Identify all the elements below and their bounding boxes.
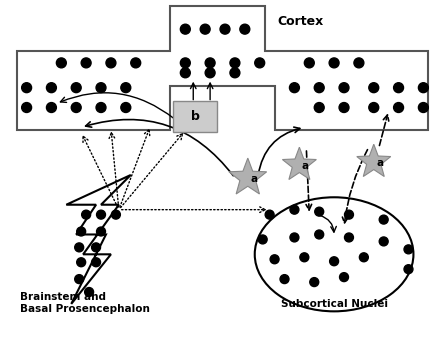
- Circle shape: [75, 243, 84, 252]
- Circle shape: [314, 83, 324, 93]
- Circle shape: [265, 210, 274, 219]
- Circle shape: [270, 255, 279, 264]
- Circle shape: [345, 210, 353, 219]
- Circle shape: [314, 103, 324, 113]
- Circle shape: [289, 83, 299, 93]
- Polygon shape: [282, 147, 316, 179]
- Circle shape: [329, 58, 339, 68]
- Circle shape: [56, 58, 66, 68]
- Circle shape: [304, 58, 314, 68]
- Circle shape: [240, 24, 250, 34]
- Circle shape: [91, 243, 100, 252]
- Circle shape: [418, 83, 428, 93]
- Circle shape: [91, 258, 100, 267]
- Text: Subcortical Nuclei: Subcortical Nuclei: [280, 299, 388, 309]
- Circle shape: [181, 68, 190, 78]
- Polygon shape: [66, 175, 131, 304]
- Circle shape: [97, 227, 105, 236]
- Circle shape: [255, 58, 265, 68]
- Circle shape: [96, 83, 106, 93]
- Ellipse shape: [255, 197, 414, 311]
- Circle shape: [290, 233, 299, 242]
- Circle shape: [394, 83, 404, 93]
- Circle shape: [106, 58, 116, 68]
- Circle shape: [369, 103, 379, 113]
- Circle shape: [112, 210, 121, 219]
- Circle shape: [359, 253, 368, 262]
- Circle shape: [181, 24, 190, 34]
- Polygon shape: [17, 6, 428, 130]
- Circle shape: [339, 103, 349, 113]
- Circle shape: [131, 58, 141, 68]
- Circle shape: [379, 237, 388, 246]
- Circle shape: [418, 103, 428, 113]
- Circle shape: [22, 103, 31, 113]
- Circle shape: [340, 273, 349, 282]
- Circle shape: [81, 58, 91, 68]
- Circle shape: [75, 275, 84, 284]
- Text: a: a: [302, 161, 309, 171]
- Circle shape: [200, 24, 210, 34]
- Circle shape: [205, 68, 215, 78]
- Circle shape: [369, 83, 379, 93]
- Circle shape: [339, 83, 349, 93]
- Circle shape: [47, 83, 56, 93]
- FancyBboxPatch shape: [173, 101, 217, 132]
- Text: Brainstem and
Basal Prosencephalon: Brainstem and Basal Prosencephalon: [20, 292, 150, 314]
- Circle shape: [85, 287, 94, 296]
- Circle shape: [379, 215, 388, 224]
- Circle shape: [310, 278, 319, 286]
- Circle shape: [345, 233, 353, 242]
- Circle shape: [121, 83, 131, 93]
- Circle shape: [280, 275, 289, 284]
- Circle shape: [97, 210, 105, 219]
- Circle shape: [230, 58, 240, 68]
- Circle shape: [121, 103, 131, 113]
- Text: a: a: [376, 158, 383, 168]
- Circle shape: [404, 245, 413, 254]
- Circle shape: [77, 258, 86, 267]
- Circle shape: [354, 58, 364, 68]
- Circle shape: [230, 68, 240, 78]
- Circle shape: [71, 83, 81, 93]
- Circle shape: [47, 103, 56, 113]
- Circle shape: [82, 210, 90, 219]
- Circle shape: [315, 230, 324, 239]
- Circle shape: [290, 205, 299, 214]
- Circle shape: [394, 103, 404, 113]
- Circle shape: [205, 58, 215, 68]
- Circle shape: [220, 24, 230, 34]
- Circle shape: [71, 103, 81, 113]
- Circle shape: [258, 235, 267, 244]
- Circle shape: [315, 207, 324, 216]
- Polygon shape: [357, 144, 391, 177]
- Text: b: b: [191, 110, 200, 123]
- Circle shape: [404, 265, 413, 274]
- Polygon shape: [229, 158, 267, 194]
- Circle shape: [22, 83, 31, 93]
- Circle shape: [300, 253, 309, 262]
- Circle shape: [181, 58, 190, 68]
- Text: a: a: [250, 174, 257, 184]
- Circle shape: [77, 227, 86, 236]
- Circle shape: [96, 103, 106, 113]
- Text: Cortex: Cortex: [278, 15, 324, 28]
- Circle shape: [330, 257, 339, 266]
